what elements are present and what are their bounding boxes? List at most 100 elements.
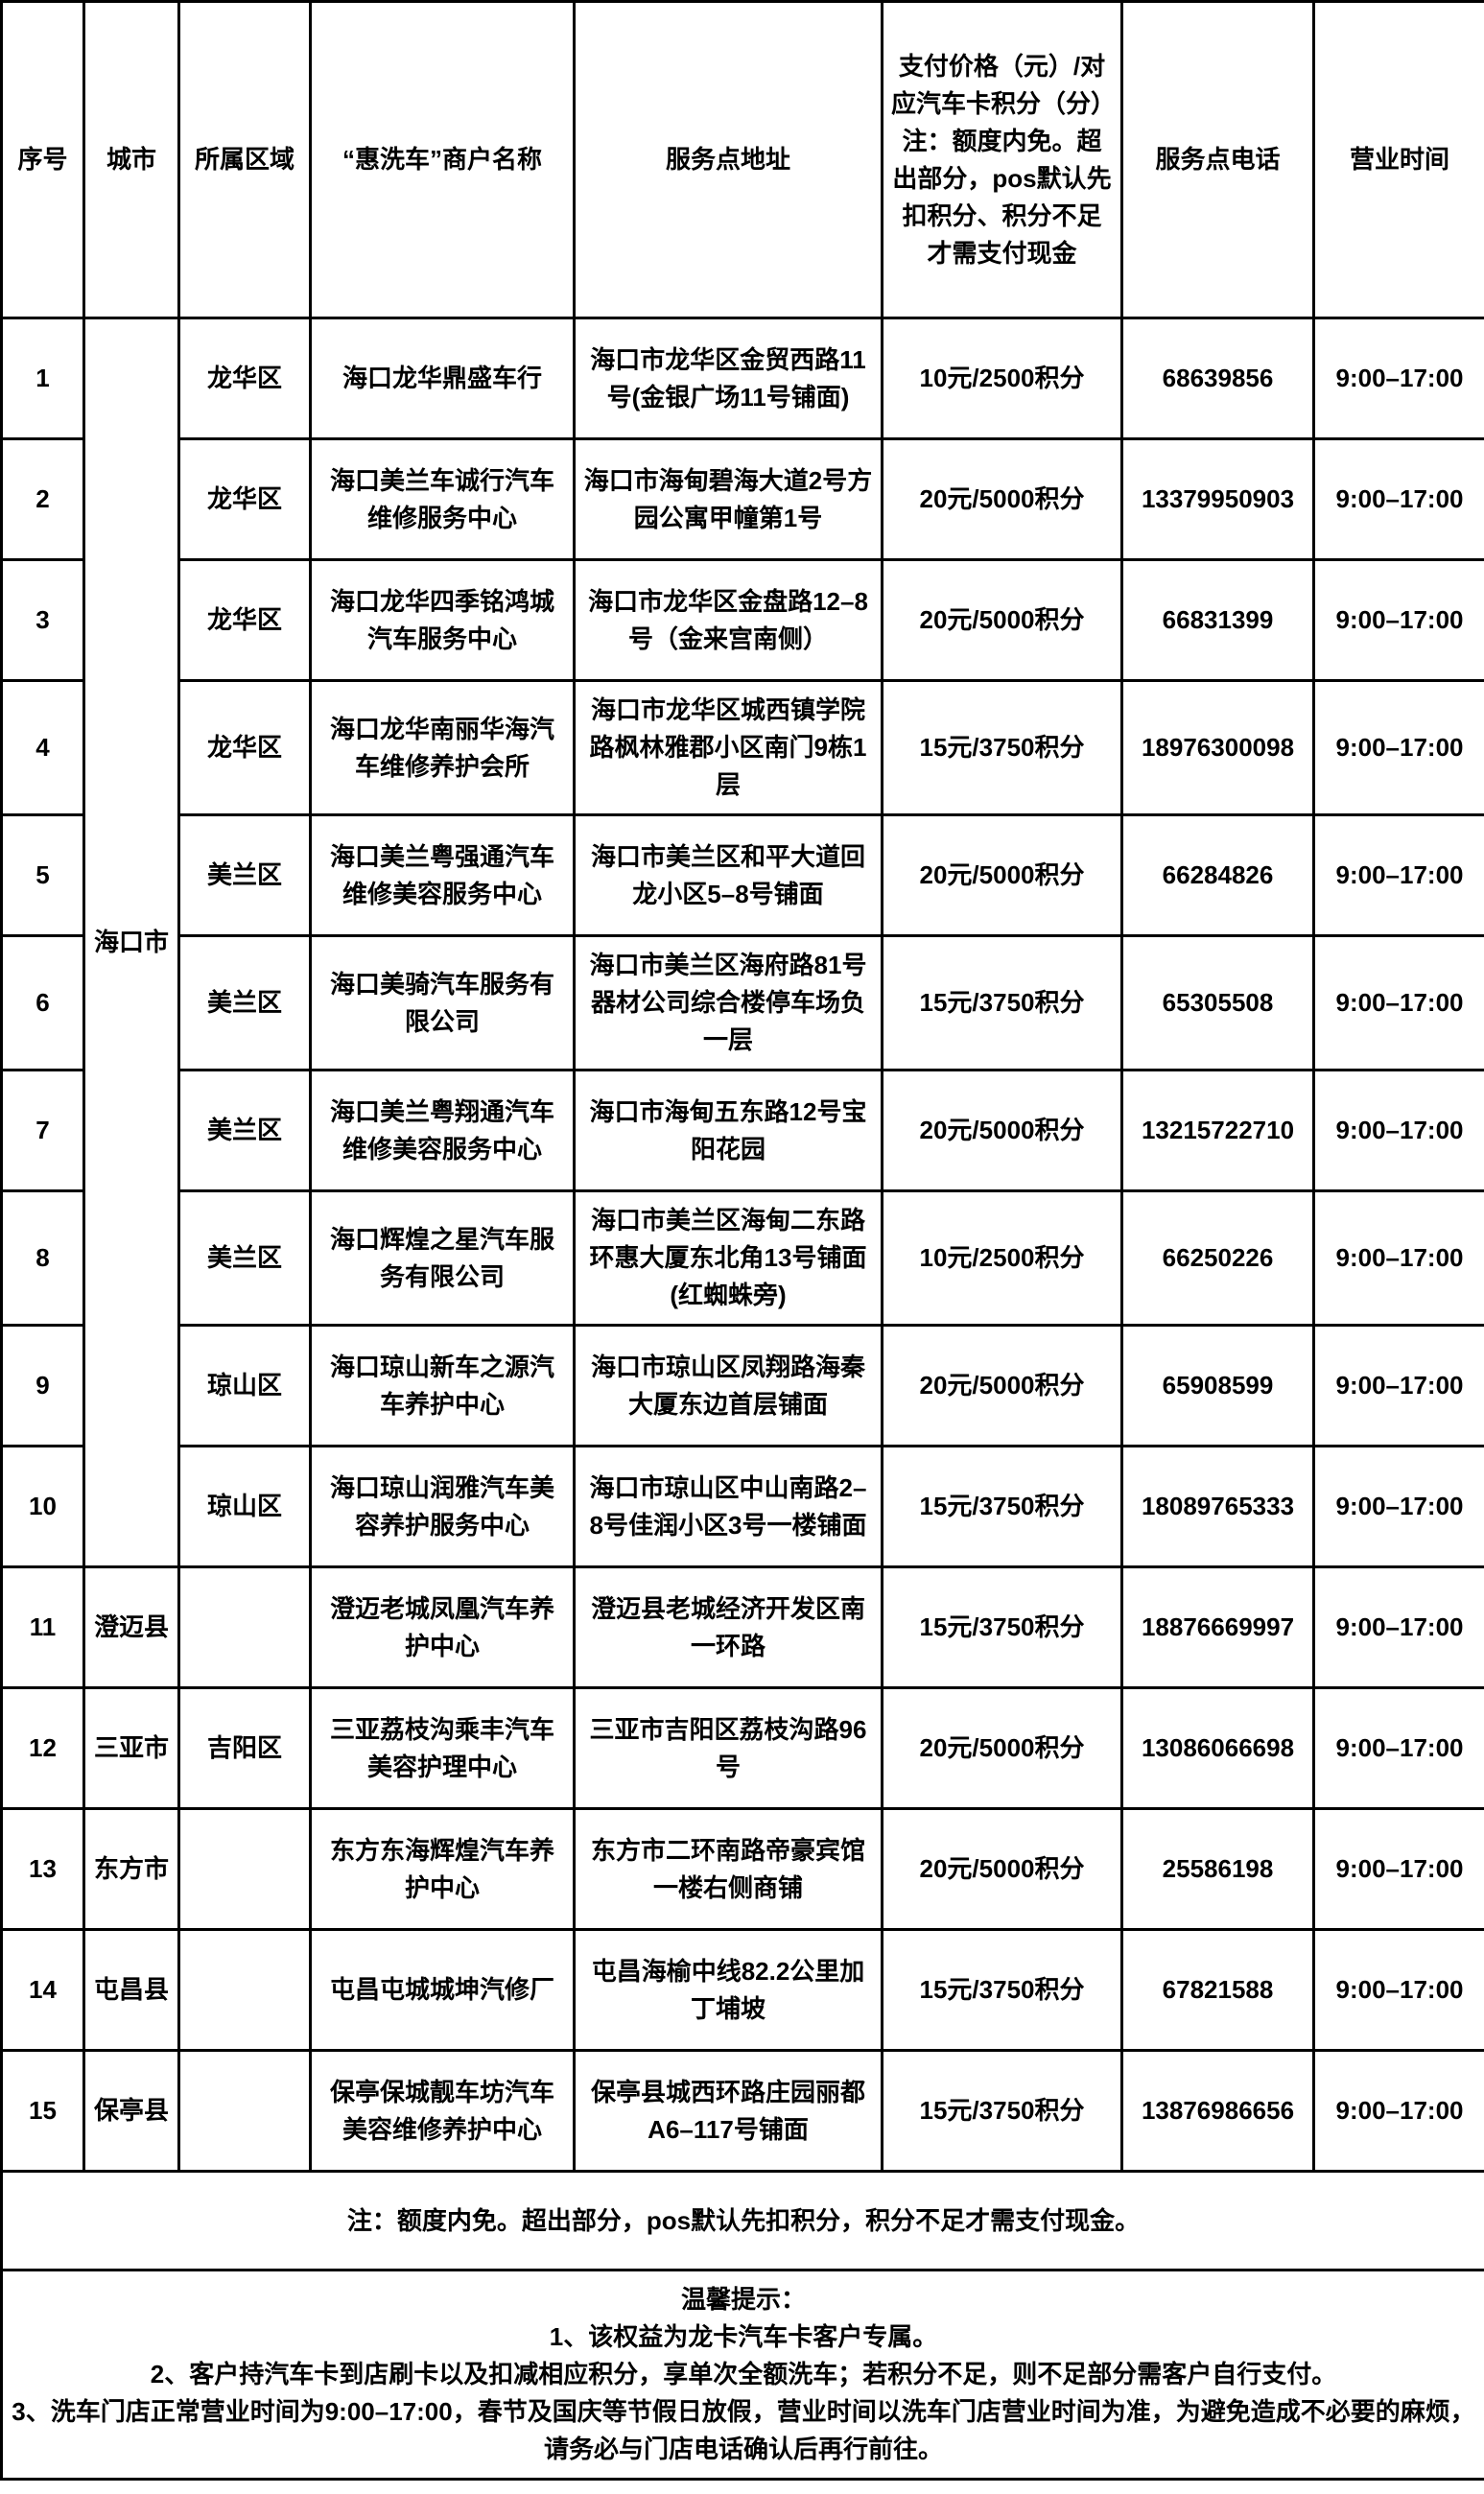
table-row: 4 龙华区 海口龙华南丽华海汽车维修养护会所 海口市龙华区城西镇学院路枫林雅郡小… bbox=[0, 679, 1484, 816]
cell-address: 海口市海甸碧海大道2号方园公寓甲幢第1号 bbox=[573, 437, 883, 561]
cell-phone: 13876986656 bbox=[1120, 2049, 1315, 2173]
header-phone: 服务点电话 bbox=[1120, 0, 1315, 319]
tips-item-1: 1、该权益为龙卡汽车卡客户专属。 bbox=[549, 2322, 938, 2351]
cell-index: 4 bbox=[0, 679, 85, 816]
cell-hours: 9:00–17:00 bbox=[1312, 1807, 1484, 1931]
cell-index: 13 bbox=[0, 1807, 85, 1931]
cell-hours: 9:00–17:00 bbox=[1312, 1928, 1484, 2052]
table-row: 2 龙华区 海口美兰车诚行汽车维修服务中心 海口市海甸碧海大道2号方园公寓甲幢第… bbox=[0, 437, 1484, 561]
table-row: 1 海口市 龙华区 海口龙华鼎盛车行 海口市龙华区金贸西路11号(金银广场11号… bbox=[0, 317, 1484, 1568]
cell-district: 龙华区 bbox=[177, 558, 312, 682]
cell-index: 7 bbox=[0, 1069, 85, 1192]
cell-city-haikou: 海口市 bbox=[82, 317, 180, 1568]
cell-district: 琼山区 bbox=[177, 1324, 312, 1447]
cell-index: 1 bbox=[0, 317, 85, 440]
cell-index: 11 bbox=[0, 1565, 85, 1689]
header-price: 支付价格（元）/对应汽车卡积分（分） 注：额度内免。超出部分，pos默认先扣积分… bbox=[881, 0, 1123, 319]
cell-city: 澄迈县 bbox=[82, 1565, 180, 1689]
note-text: 注：额度内免。超出部分，pos默认先扣积分，积分不足才需支付现金。 bbox=[0, 2170, 1484, 2271]
cell-address: 屯昌海榆中线82.2公里加丁埔坡 bbox=[573, 1928, 883, 2052]
cell-index: 14 bbox=[0, 1928, 85, 2052]
cell-price: 15元/3750积分 bbox=[881, 1445, 1123, 1568]
table-row: 5 美兰区 海口美兰粤强通汽车维修美容服务中心 海口市美兰区和平大道回龙小区5–… bbox=[0, 813, 1484, 937]
header-price-note: 注：额度内免。超出部分，pos默认先扣积分、积分不足才需支付现金 bbox=[892, 126, 1112, 268]
cell-price: 20元/5000积分 bbox=[881, 813, 1123, 937]
cell-district: 美兰区 bbox=[177, 934, 312, 1071]
cell-district bbox=[177, 1565, 312, 1689]
table-row: 6 美兰区 海口美骑汽车服务有限公司 海口市美兰区海府路81号器材公司综合楼停车… bbox=[0, 934, 1484, 1071]
cell-price: 15元/3750积分 bbox=[881, 1928, 1123, 2052]
cell-phone: 18876669997 bbox=[1120, 1565, 1315, 1689]
cell-hours: 9:00–17:00 bbox=[1312, 2049, 1484, 2173]
cell-merchant: 海口龙华四季铭鸿城汽车服务中心 bbox=[309, 558, 576, 682]
cell-index: 6 bbox=[0, 934, 85, 1071]
tips-row: 温馨提示： 1、该权益为龙卡汽车卡客户专属。 2、客户持汽车卡到店刷卡以及扣减相… bbox=[0, 2269, 1484, 2481]
table-row: 11 澄迈县 澄迈老城凤凰汽车养护中心 澄迈县老城经济开发区南一环路 15元/3… bbox=[0, 1565, 1484, 1689]
cell-hours: 9:00–17:00 bbox=[1312, 437, 1484, 561]
table-row: 10 琼山区 海口琼山润雅汽车美容养护服务中心 海口市琼山区中山南路2–8号佳润… bbox=[0, 1445, 1484, 1568]
cell-hours: 9:00–17:00 bbox=[1312, 1189, 1484, 1327]
cell-merchant: 海口美兰车诚行汽车维修服务中心 bbox=[309, 437, 576, 561]
cell-phone: 66284826 bbox=[1120, 813, 1315, 937]
cell-city: 屯昌县 bbox=[82, 1928, 180, 2052]
cell-price: 10元/2500积分 bbox=[881, 1189, 1123, 1327]
cell-price: 15元/3750积分 bbox=[881, 1565, 1123, 1689]
cell-district: 美兰区 bbox=[177, 813, 312, 937]
tips-title: 温馨提示： bbox=[680, 2285, 806, 2314]
cell-hours: 9:00–17:00 bbox=[1312, 813, 1484, 937]
cell-address: 海口市龙华区城西镇学院路枫林雅郡小区南门9栋1层 bbox=[573, 679, 883, 816]
cell-price: 20元/5000积分 bbox=[881, 437, 1123, 561]
cell-address: 海口市美兰区海府路81号器材公司综合楼停车场负一层 bbox=[573, 934, 883, 1071]
tips-cell: 温馨提示： 1、该权益为龙卡汽车卡客户专属。 2、客户持汽车卡到店刷卡以及扣减相… bbox=[0, 2269, 1484, 2481]
cell-price: 15元/3750积分 bbox=[881, 934, 1123, 1071]
cell-address: 海口市美兰区和平大道回龙小区5–8号铺面 bbox=[573, 813, 883, 937]
cell-phone: 13379950903 bbox=[1120, 437, 1315, 561]
cell-index: 2 bbox=[0, 437, 85, 561]
cell-address: 三亚市吉阳区荔枝沟路96号 bbox=[573, 1686, 883, 1810]
cell-price: 20元/5000积分 bbox=[881, 1069, 1123, 1192]
tips-item-3: 3、洗车门店正常营业时间为9:00–17:00，春节及国庆等节假日放假，营业时间… bbox=[12, 2397, 1475, 2463]
cell-district: 美兰区 bbox=[177, 1189, 312, 1327]
cell-price: 10元/2500积分 bbox=[881, 317, 1123, 440]
cell-hours: 9:00–17:00 bbox=[1312, 558, 1484, 682]
cell-address: 海口市龙华区金贸西路11号(金银广场11号铺面) bbox=[573, 317, 883, 440]
cell-hours: 9:00–17:00 bbox=[1312, 1686, 1484, 1810]
cell-merchant: 海口美兰粤翔通汽车维修美容服务中心 bbox=[309, 1069, 576, 1192]
cell-phone: 65305508 bbox=[1120, 934, 1315, 1071]
table-row: 14 屯昌县 屯昌屯城城坤汽修厂 屯昌海榆中线82.2公里加丁埔坡 15元/37… bbox=[0, 1928, 1484, 2052]
cell-address: 海口市龙华区金盘路12–8号（金来宫南侧） bbox=[573, 558, 883, 682]
header-row: 序号 城市 所属区域 “惠洗车”商户名称 服务点地址 支付价格（元）/对应汽车卡… bbox=[0, 0, 1484, 319]
cell-merchant: 海口美骑汽车服务有限公司 bbox=[309, 934, 576, 1071]
cell-index: 5 bbox=[0, 813, 85, 937]
cell-district: 龙华区 bbox=[177, 437, 312, 561]
cell-index: 9 bbox=[0, 1324, 85, 1447]
cell-phone: 68639856 bbox=[1120, 317, 1315, 440]
cell-hours: 9:00–17:00 bbox=[1312, 679, 1484, 816]
cell-address: 保亭县城西环路庄园丽都A6–117号铺面 bbox=[573, 2049, 883, 2173]
cell-address: 东方市二环南路帝豪宾馆一楼右侧商铺 bbox=[573, 1807, 883, 1931]
cell-district: 龙华区 bbox=[177, 317, 312, 440]
cell-price: 20元/5000积分 bbox=[881, 1324, 1123, 1447]
cell-city: 三亚市 bbox=[82, 1686, 180, 1810]
cell-district bbox=[177, 2049, 312, 2173]
cell-merchant: 保亭保城靓车坊汽车美容维修养护中心 bbox=[309, 2049, 576, 2173]
cell-index: 3 bbox=[0, 558, 85, 682]
cell-merchant: 东方东海辉煌汽车养护中心 bbox=[309, 1807, 576, 1931]
cell-city: 东方市 bbox=[82, 1807, 180, 1931]
cell-index: 10 bbox=[0, 1445, 85, 1568]
cell-city: 保亭县 bbox=[82, 2049, 180, 2173]
tips-item-2: 2、客户持汽车卡到店刷卡以及扣减相应积分，享单次全额洗车；若积分不足，则不足部分… bbox=[150, 2360, 1337, 2388]
cell-district: 美兰区 bbox=[177, 1069, 312, 1192]
cell-address: 澄迈县老城经济开发区南一环路 bbox=[573, 1565, 883, 1689]
header-address: 服务点地址 bbox=[573, 0, 883, 319]
cell-hours: 9:00–17:00 bbox=[1312, 1324, 1484, 1447]
table-row: 12 三亚市 吉阳区 三亚荔枝沟乘丰汽车美容护理中心 三亚市吉阳区荔枝沟路96号… bbox=[0, 1686, 1484, 1810]
cell-index: 15 bbox=[0, 2049, 85, 2173]
cell-phone: 66250226 bbox=[1120, 1189, 1315, 1327]
cell-price: 15元/3750积分 bbox=[881, 679, 1123, 816]
table-row: 8 美兰区 海口辉煌之星汽车服务有限公司 海口市美兰区海甸二东路环惠大厦东北角1… bbox=[0, 1189, 1484, 1327]
cell-phone: 66831399 bbox=[1120, 558, 1315, 682]
cell-hours: 9:00–17:00 bbox=[1312, 317, 1484, 440]
cell-phone: 18976300098 bbox=[1120, 679, 1315, 816]
